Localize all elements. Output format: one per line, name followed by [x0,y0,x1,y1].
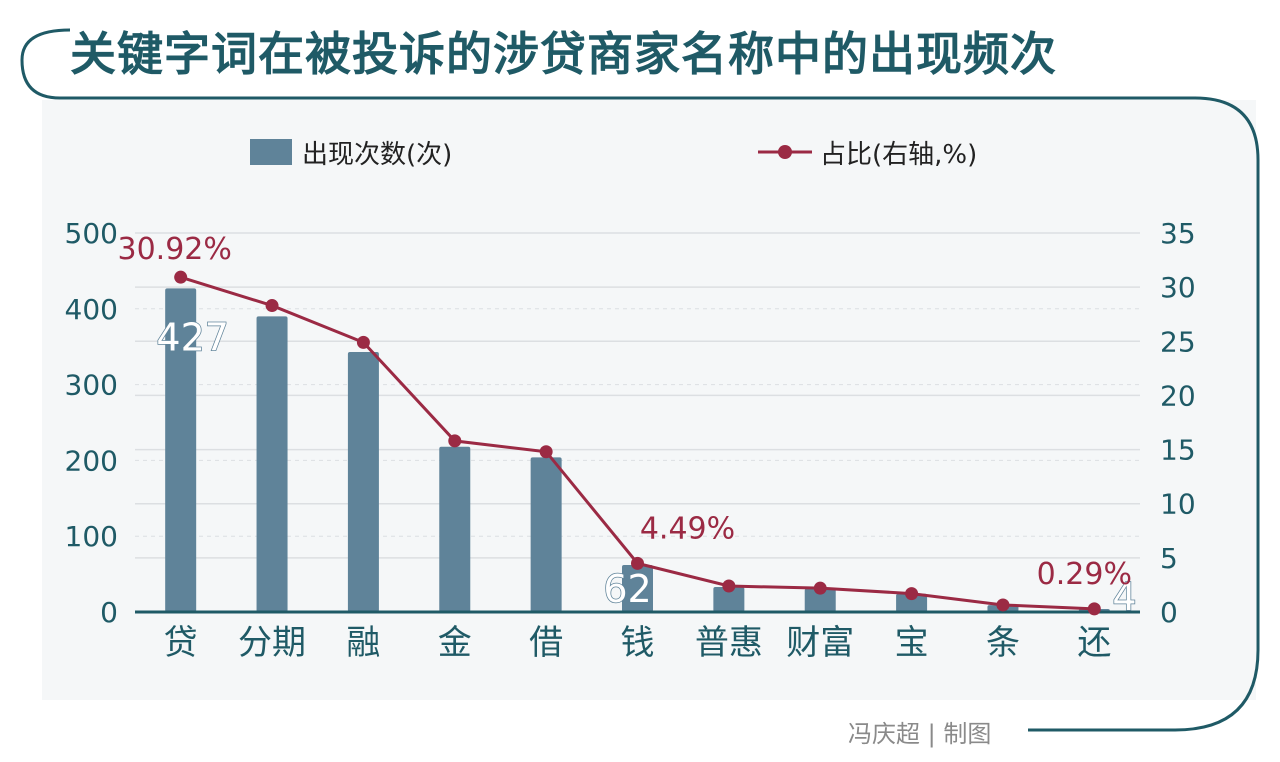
x-axis-category-label: 钱 [621,623,655,663]
left-axis-tick-label: 100 [65,520,118,553]
x-axis-category-label: 分期 [238,623,306,663]
right-axis-tick-label: 15 [1160,434,1196,467]
bar [530,457,562,612]
line-point [813,581,827,595]
legend-line-label: 占比(右轴,%) [820,140,977,170]
left-axis-tick-label: 300 [65,369,118,402]
line-point [448,434,462,448]
line-point [631,556,644,570]
line-point [1087,602,1101,616]
legend-bar-label: 出现次数(次) [302,140,452,170]
legend-bar-swatch [250,139,292,165]
bar [804,588,836,612]
page-title: 关键字词在被投诉的涉贷商家名称中的出现频次 [70,27,1057,81]
left-axis-tick-label: 400 [65,293,118,326]
bar [347,352,379,612]
line-data-label: 0.29% [1037,557,1132,592]
x-axis-category-label: 贷 [164,623,198,663]
right-axis-tick-label: 0 [1160,596,1178,629]
bar-data-label: 427 [156,315,229,359]
bar-data-label: 4 [1112,575,1136,619]
x-axis-category-label: 财富 [786,623,854,663]
bar [439,446,471,612]
bar [165,288,197,612]
line-data-label: 30.92% [117,232,231,267]
line-point [722,579,736,593]
x-axis-category-label: 宝 [895,623,929,663]
line-data-label: 4.49% [640,511,735,546]
frame-border [20,28,1260,732]
right-axis-tick-label: 25 [1160,325,1196,358]
line-point [174,270,188,284]
right-axis-tick-label: 20 [1160,379,1196,412]
bar [896,593,928,612]
x-axis-category-label: 条 [986,623,1020,663]
chart-credit: 冯庆超 | 制图 [848,720,992,748]
left-axis-tick-label: 0 [100,596,118,629]
right-axis-tick-label: 35 [1160,217,1196,250]
bar-data-label: 62 [603,567,651,611]
x-axis-category-label: 金 [438,623,472,663]
x-axis-category-label: 普惠 [695,623,763,663]
line-point [905,587,919,601]
x-axis-category-label: 借 [529,623,563,663]
bar [256,316,288,612]
legend-line-marker [778,145,792,159]
line-point [539,445,553,459]
right-axis-tick-label: 10 [1160,488,1196,521]
x-axis-category-label: 融 [346,623,380,663]
right-axis-tick-label: 30 [1160,271,1196,304]
bar [713,586,745,612]
left-axis-tick-label: 500 [65,217,118,250]
line-point [265,299,279,313]
bar [622,565,653,612]
line-point [996,598,1010,612]
right-axis-tick-label: 5 [1160,542,1178,575]
left-axis-tick-label: 200 [65,444,118,477]
line-point [356,335,370,349]
x-axis-category-label: 还 [1077,623,1111,663]
